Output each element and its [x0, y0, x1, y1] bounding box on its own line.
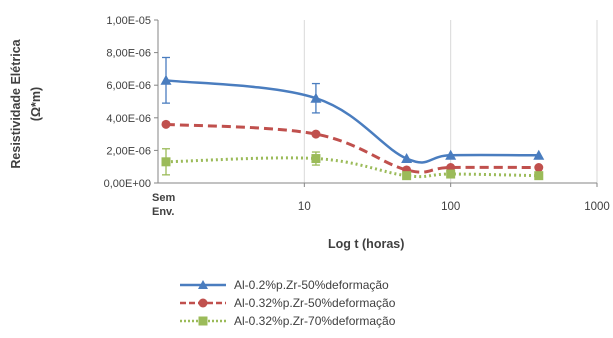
series-line-0	[165, 79, 539, 164]
y-axis-label-line2: (Ω*m)	[29, 87, 43, 121]
x-tick-label-0: 10	[298, 201, 311, 213]
legend-item-0: Al-0.2%p.Zr-50%deformação	[178, 276, 395, 294]
y-axis-label-line1: Resistividade Elétrica	[9, 38, 23, 168]
x-tick-label-1: 100	[441, 201, 460, 213]
point-2-0	[161, 157, 171, 167]
legend-swatch-1	[180, 298, 226, 308]
legend: Al-0.2%p.Zr-50%deformação Al-0.32%p.Zr-50…	[178, 276, 395, 330]
series-line-1	[165, 122, 539, 174]
point-1-1	[311, 129, 321, 139]
point-1-4	[534, 163, 544, 173]
legend-swatch-0	[180, 280, 226, 289]
y-tick-label-2: 4,00E-06	[106, 113, 151, 125]
point-2-4	[534, 171, 544, 181]
legend-item-1: Al-0.32%p.Zr-50%deformação	[178, 294, 395, 312]
legend-swatch-2	[180, 316, 226, 326]
y-tick-label-0: 0,00E+00	[104, 178, 151, 190]
y-tick-label-5: 1,00E-05	[106, 15, 151, 27]
legend-label-2: Al-0.32%p.Zr-70%deformação	[234, 314, 396, 328]
point-2-1	[311, 154, 321, 164]
legend-item-2: Al-0.32%p.Zr-70%deformação	[178, 312, 395, 330]
series-line-2	[165, 156, 539, 179]
point-0-4	[533, 149, 545, 160]
point-1-0	[161, 119, 171, 129]
point-2-2	[402, 171, 412, 181]
x-tick-label-2: 1000	[584, 201, 610, 213]
point-0-0	[160, 74, 172, 85]
x-special-tick-line1: Sem	[152, 192, 175, 204]
x-axis-label: Log t (horas)	[328, 237, 405, 251]
legend-label-1: Al-0.32%p.Zr-50%deformação	[234, 296, 396, 310]
point-0-3	[445, 149, 457, 160]
y-tick-label-1: 2,00E-06	[106, 145, 151, 157]
point-0-2	[401, 153, 413, 164]
legend-label-0: Al-0.2%p.Zr-50%deformação	[234, 278, 389, 292]
y-tick-label-3: 6,00E-06	[106, 80, 151, 92]
point-0-1	[310, 92, 322, 103]
point-2-3	[446, 169, 456, 179]
y-tick-label-4: 8,00E-06	[106, 48, 151, 60]
x-special-tick-line2: Env.	[152, 206, 174, 218]
